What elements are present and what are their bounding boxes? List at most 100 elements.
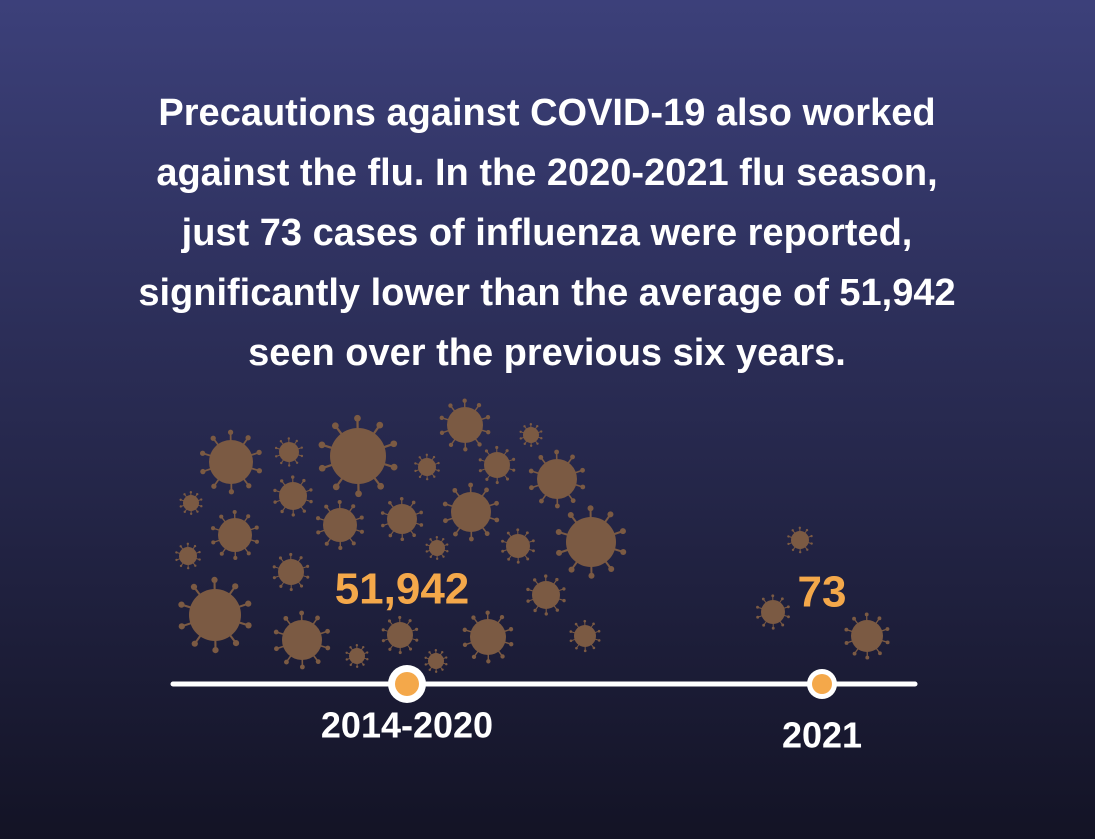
virus-knob: [272, 565, 276, 569]
virus-knob: [414, 462, 417, 465]
virus-knob: [189, 512, 193, 515]
virus-knob: [507, 557, 511, 561]
virus-knob: [279, 439, 283, 443]
virus-knob: [299, 584, 304, 588]
virus-knob: [388, 500, 392, 505]
virus-knob: [287, 437, 291, 440]
headline-line: seen over the previous six years.: [248, 332, 846, 374]
virus-knob: [254, 539, 259, 544]
virus-knob: [484, 449, 489, 453]
virus-knob: [508, 627, 514, 632]
period-label: 2014-2020: [321, 705, 493, 746]
virus-knob: [196, 492, 199, 496]
virus-knob: [376, 421, 384, 429]
virus-knob: [781, 623, 785, 627]
virus-knob: [186, 566, 190, 570]
virus-body: [523, 427, 539, 443]
virus-knob: [756, 605, 759, 609]
virus-knob: [554, 503, 560, 509]
virus-knob: [429, 555, 432, 559]
virus-knob: [592, 622, 595, 626]
virus-knob: [315, 659, 321, 665]
virus-knob: [433, 475, 436, 478]
virus-knob: [411, 500, 416, 505]
virus-knob: [287, 464, 291, 467]
virus-knob: [580, 484, 586, 490]
virus-knob: [191, 640, 198, 647]
virus-knob: [526, 587, 530, 592]
virus-knob: [462, 398, 467, 403]
virus-icon: [519, 423, 543, 447]
virus-knob: [525, 531, 529, 535]
virus-knob: [302, 478, 306, 483]
virus-knob: [505, 477, 510, 481]
virus-knob: [246, 551, 251, 556]
virus-knob: [309, 499, 313, 504]
virus-knob: [390, 463, 398, 471]
virus-knob: [274, 446, 278, 450]
virus-body: [418, 458, 436, 476]
virus-knob: [878, 651, 882, 656]
virus-knob: [279, 479, 284, 483]
virus-knob: [597, 629, 601, 633]
virus-knob: [446, 543, 449, 546]
virus-body: [279, 442, 299, 462]
virus-body: [851, 620, 883, 652]
virus-body: [218, 518, 252, 552]
virus-knob: [355, 490, 362, 498]
virus-knob: [295, 461, 299, 465]
virus-knob: [805, 528, 809, 532]
virus-knob: [583, 649, 587, 653]
virus-knob: [540, 430, 543, 433]
virus-knob: [526, 599, 530, 603]
virus-knob: [494, 517, 500, 523]
virus-knob: [512, 457, 516, 461]
virus-knob: [562, 598, 566, 603]
virus-icon: [844, 612, 890, 660]
virus-knob: [501, 549, 505, 553]
virus-knob: [211, 540, 216, 545]
virus-knob: [562, 587, 566, 591]
virus-knob: [412, 533, 416, 538]
virus-knob: [425, 477, 429, 481]
virus-body: [566, 517, 616, 567]
virus-knob: [780, 597, 784, 601]
virus-knob: [408, 619, 412, 623]
virus-knob: [246, 483, 252, 489]
virus-icon: [318, 414, 398, 498]
virus-knob: [381, 639, 385, 643]
virus-knob: [299, 664, 305, 670]
virus-knob: [588, 572, 595, 579]
virus-body: [447, 407, 483, 443]
virus-knob: [189, 491, 193, 494]
virus-knob: [300, 446, 303, 449]
virus-knob: [532, 578, 537, 582]
virus-knob: [400, 537, 405, 542]
virus-knob: [580, 467, 585, 473]
virus-knob: [387, 619, 392, 623]
virus-knob: [349, 646, 352, 649]
virus-knob: [366, 651, 369, 654]
virus-knob: [864, 612, 869, 617]
virus-knob: [338, 545, 343, 550]
virus-knob: [484, 487, 489, 493]
virus-knob: [179, 564, 183, 568]
virus-knob: [318, 441, 326, 449]
virus-knob: [885, 640, 890, 645]
virus-knob: [538, 454, 544, 460]
virus-body: [349, 648, 365, 664]
virus-knob: [439, 430, 445, 435]
virus-knob: [211, 526, 216, 531]
virus-knob: [435, 536, 439, 539]
virus-knob: [359, 529, 364, 534]
virus-knob: [771, 594, 775, 598]
virus-knob: [345, 658, 348, 661]
virus-knob: [512, 468, 516, 472]
virus-knob: [424, 663, 427, 666]
virus-knob: [419, 510, 423, 515]
virus-knob: [415, 627, 419, 631]
virus-knob: [570, 454, 575, 460]
virus-knob: [798, 550, 802, 554]
virus-knob: [414, 469, 417, 473]
